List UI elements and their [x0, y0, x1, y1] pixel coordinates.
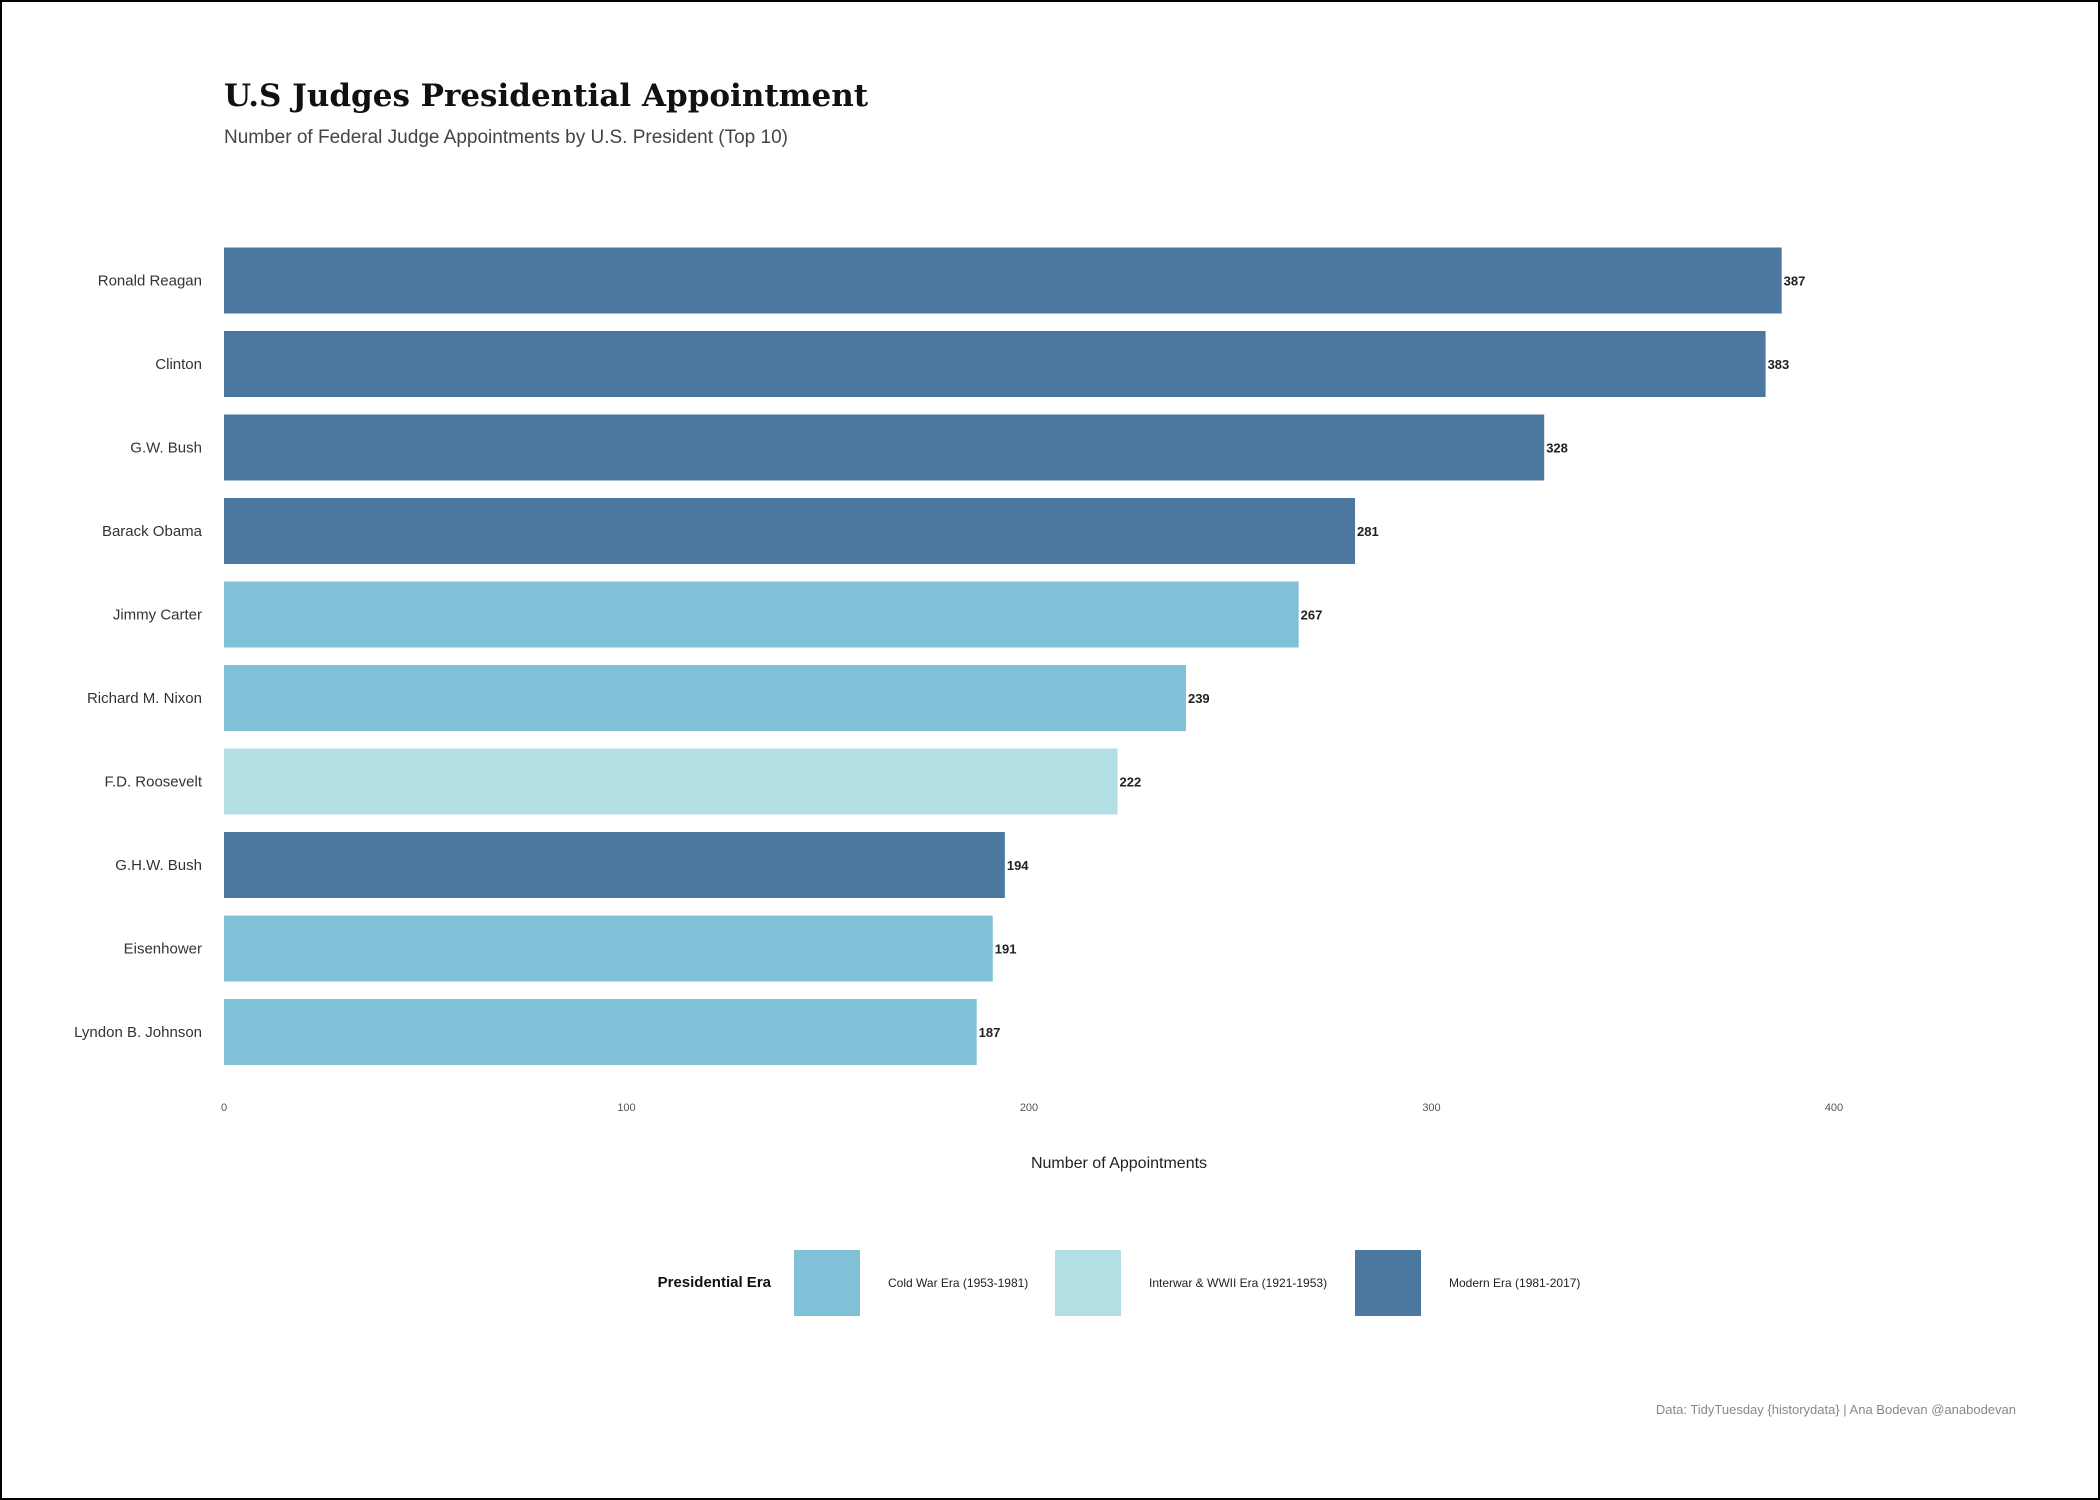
- data-label: 191: [995, 942, 1017, 957]
- bar: [224, 331, 1766, 397]
- category-label: Richard M. Nixon: [87, 690, 202, 707]
- legend-label: Modern Era (1981-2017): [1449, 1276, 1580, 1290]
- data-label: 383: [1768, 357, 1790, 372]
- data-label: 222: [1120, 775, 1142, 790]
- data-label: 281: [1357, 524, 1379, 539]
- category-label: Ronald Reagan: [98, 273, 202, 290]
- data-label: 267: [1301, 608, 1323, 623]
- data-label: 239: [1188, 691, 1210, 706]
- category-label: G.H.W. Bush: [115, 857, 202, 874]
- x-axis-ticks: 0 100 200 300 400: [221, 1102, 1843, 1114]
- category-label: Eisenhower: [124, 941, 202, 958]
- legend: Presidential Era Cold War Era (1953-1981…: [658, 1250, 1580, 1316]
- legend-swatch: [1055, 1250, 1121, 1316]
- category-label: Barack Obama: [102, 523, 203, 540]
- bar: [224, 498, 1356, 564]
- legend-label: Cold War Era (1953-1981): [888, 1276, 1028, 1290]
- bar: [224, 247, 1782, 314]
- bars-group: Ronald Reagan 387 Clinton 383 G.W. Bush 328 Ba…: [74, 247, 1806, 1065]
- chart-caption: Data: TidyTuesday {historydata} | Ana Bo…: [1656, 1402, 2016, 1417]
- x-tick-label: 400: [1825, 1102, 1843, 1114]
- data-label: 328: [1546, 441, 1568, 456]
- bar: [224, 748, 1118, 815]
- category-label: Jimmy Carter: [113, 607, 202, 624]
- x-axis-label: Number of Appointments: [1031, 1155, 1207, 1172]
- bar: [224, 915, 993, 982]
- x-tick-label: 300: [1422, 1102, 1440, 1114]
- bar: [224, 665, 1186, 731]
- bar: [224, 414, 1545, 481]
- data-label: 187: [979, 1025, 1001, 1040]
- legend-title: Presidential Era: [658, 1274, 772, 1291]
- chart-subtitle: Number of Federal Judge Appointments by …: [224, 127, 788, 148]
- data-label: 194: [1007, 858, 1029, 873]
- x-tick-label: 0: [221, 1102, 227, 1114]
- data-label: 387: [1784, 274, 1806, 289]
- chart-title: U.S Judges Presidential Appointment: [224, 78, 869, 114]
- legend-swatch: [794, 1250, 860, 1316]
- category-label: F.D. Roosevelt: [104, 774, 202, 791]
- legend-swatch: [1355, 1250, 1421, 1316]
- legend-label: Interwar & WWII Era (1921-1953): [1149, 1276, 1327, 1290]
- x-tick-label: 100: [617, 1102, 635, 1114]
- bar: [224, 999, 977, 1065]
- bar: [224, 581, 1299, 648]
- x-tick-label: 200: [1020, 1102, 1038, 1114]
- category-label: Clinton: [155, 356, 202, 373]
- category-label: Lyndon B. Johnson: [74, 1024, 202, 1041]
- category-label: G.W. Bush: [130, 440, 202, 457]
- bar: [224, 832, 1005, 898]
